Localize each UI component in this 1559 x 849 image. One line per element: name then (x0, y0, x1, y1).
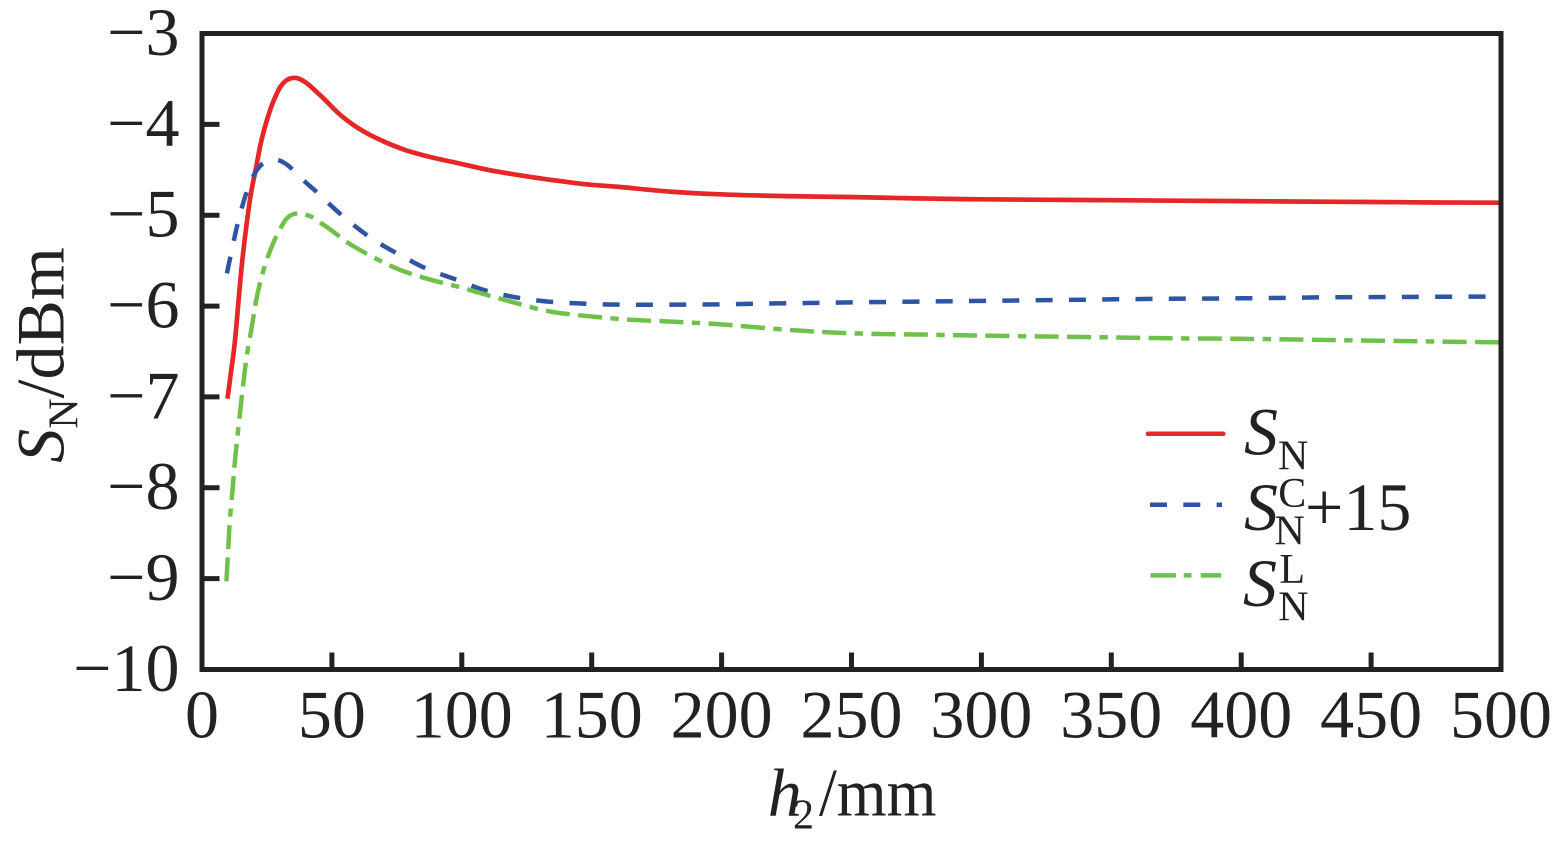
svg-text:SN/dBm: SN/dBm (3, 247, 88, 462)
svg-text:S: S (1244, 469, 1278, 545)
svg-text:/mm: /mm (819, 755, 937, 831)
svg-text:400: 400 (1190, 677, 1292, 753)
svg-text:C: C (1278, 471, 1306, 517)
svg-text:S: S (1244, 394, 1278, 470)
svg-text:250: 250 (801, 677, 903, 753)
svg-text:100: 100 (411, 677, 513, 753)
svg-text:S: S (1243, 545, 1277, 621)
svg-text:N: N (1278, 585, 1308, 631)
svg-text:450: 450 (1320, 677, 1422, 753)
svg-text:350: 350 (1060, 677, 1162, 753)
svg-text:−8: −8 (107, 448, 179, 524)
svg-text:300: 300 (930, 677, 1032, 753)
svg-text:−10: −10 (73, 630, 179, 706)
svg-text:L: L (1279, 547, 1305, 593)
svg-text:0: 0 (185, 677, 219, 753)
svg-text:2: 2 (793, 793, 814, 839)
svg-text:N: N (1275, 509, 1305, 555)
svg-text:50: 50 (298, 677, 366, 753)
svg-text:−4: −4 (107, 85, 179, 161)
svg-text:−5: −5 (107, 176, 179, 252)
svg-text:−3: −3 (107, 0, 179, 70)
svg-text:−7: −7 (107, 357, 179, 433)
svg-text:−6: −6 (107, 267, 179, 343)
svg-text:−9: −9 (107, 539, 179, 615)
svg-text:+15: +15 (1305, 469, 1411, 545)
svg-text:500: 500 (1450, 677, 1552, 753)
svg-text:N: N (1278, 434, 1308, 480)
svg-text:200: 200 (671, 677, 773, 753)
svg-text:150: 150 (541, 677, 643, 753)
